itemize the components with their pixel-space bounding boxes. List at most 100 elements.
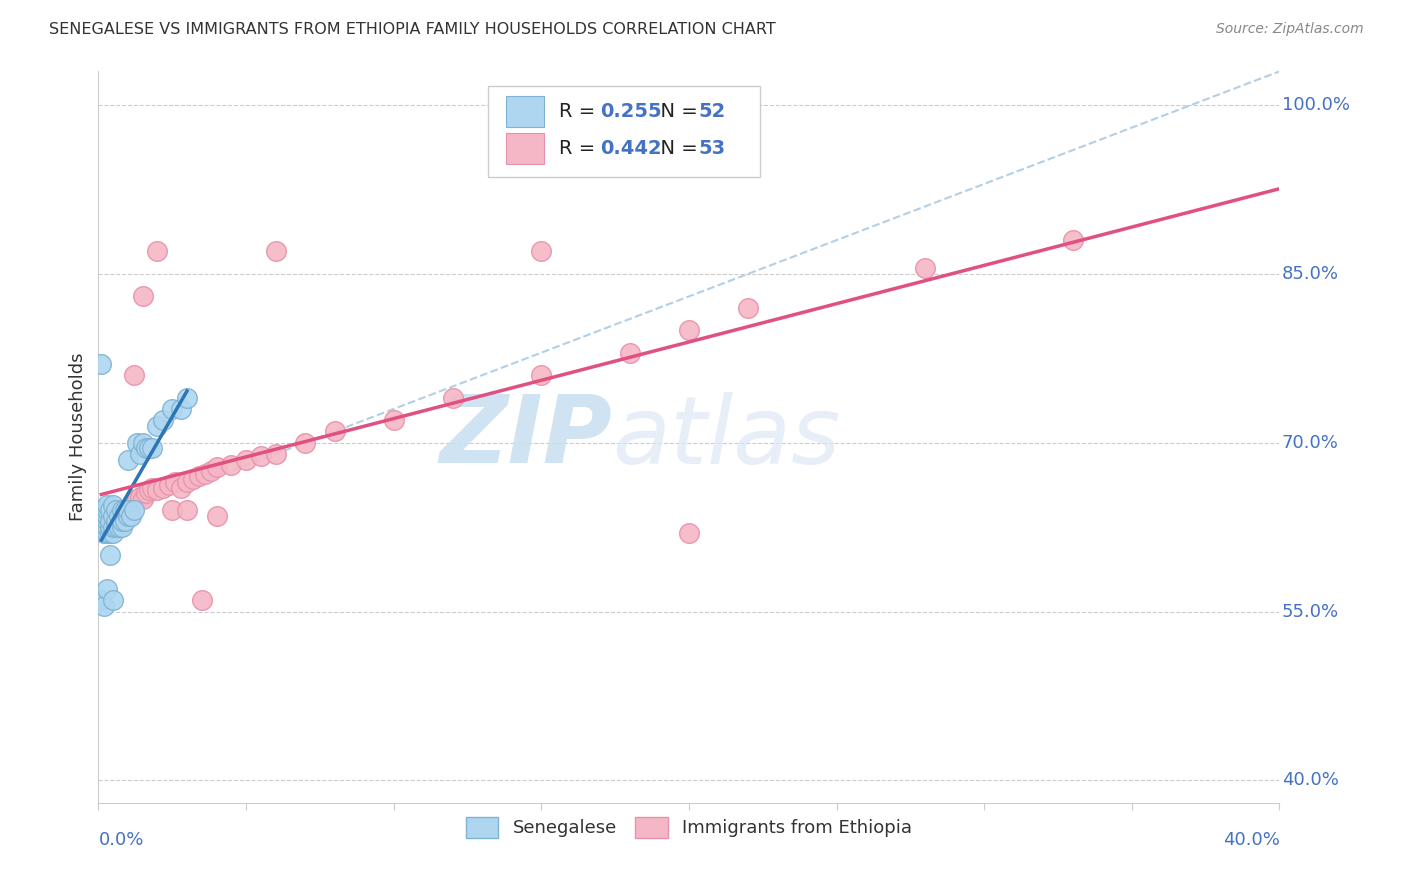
Point xyxy=(250,449,273,463)
Point xyxy=(135,442,157,456)
Point xyxy=(96,515,118,529)
Point xyxy=(90,357,112,371)
Point xyxy=(146,418,169,433)
Point xyxy=(530,368,553,383)
Bar xyxy=(506,96,544,127)
Point xyxy=(96,525,118,540)
FancyBboxPatch shape xyxy=(488,86,759,178)
Point xyxy=(90,520,112,534)
Point xyxy=(132,289,155,303)
Point xyxy=(93,525,115,540)
Point xyxy=(108,520,131,534)
Point xyxy=(117,503,139,517)
Point xyxy=(98,520,121,534)
Text: atlas: atlas xyxy=(612,392,841,483)
Point xyxy=(141,442,163,456)
Point xyxy=(141,481,163,495)
Y-axis label: Family Households: Family Households xyxy=(69,353,87,521)
Point xyxy=(90,503,112,517)
Point xyxy=(678,525,700,540)
Point xyxy=(105,520,128,534)
Text: Source: ZipAtlas.com: Source: ZipAtlas.com xyxy=(1216,22,1364,37)
Point xyxy=(152,413,174,427)
Point xyxy=(122,503,145,517)
Point xyxy=(132,491,155,506)
Point xyxy=(441,391,464,405)
Point xyxy=(619,345,641,359)
Point xyxy=(187,469,209,483)
Text: 100.0%: 100.0% xyxy=(1282,96,1350,114)
Point xyxy=(138,483,160,497)
Point xyxy=(162,503,183,517)
Point xyxy=(98,515,121,529)
Point xyxy=(176,391,198,405)
Point xyxy=(114,503,136,517)
Point xyxy=(111,503,134,517)
Point xyxy=(96,498,118,512)
Point xyxy=(125,435,148,450)
Text: R =: R = xyxy=(560,138,602,158)
Point xyxy=(111,503,134,517)
Text: 85.0%: 85.0% xyxy=(1282,265,1339,283)
Text: 0.442: 0.442 xyxy=(600,138,662,158)
Point xyxy=(120,508,142,523)
Point xyxy=(103,520,125,534)
Point xyxy=(114,508,136,523)
Point xyxy=(221,458,243,473)
Text: N =: N = xyxy=(648,102,703,121)
Point xyxy=(105,515,128,529)
Point xyxy=(96,515,118,529)
Point xyxy=(103,508,125,523)
Point xyxy=(181,472,204,486)
Point xyxy=(146,483,169,497)
Point xyxy=(264,244,287,259)
Point xyxy=(135,486,157,500)
Text: 40.0%: 40.0% xyxy=(1282,772,1339,789)
Point xyxy=(98,548,121,562)
Point xyxy=(93,503,115,517)
Point xyxy=(111,520,134,534)
Point xyxy=(114,515,136,529)
Point xyxy=(678,323,700,337)
Point xyxy=(98,503,121,517)
Point xyxy=(122,368,145,383)
Point xyxy=(122,494,145,508)
Point xyxy=(117,508,139,523)
Point xyxy=(530,244,553,259)
Point xyxy=(914,261,936,276)
Point xyxy=(191,593,214,607)
Point xyxy=(108,508,131,523)
Point xyxy=(1062,233,1084,247)
Point xyxy=(96,508,118,523)
Text: 40.0%: 40.0% xyxy=(1223,831,1279,849)
Point xyxy=(162,401,183,416)
Point xyxy=(103,498,125,512)
Text: SENEGALESE VS IMMIGRANTS FROM ETHIOPIA FAMILY HOUSEHOLDS CORRELATION CHART: SENEGALESE VS IMMIGRANTS FROM ETHIOPIA F… xyxy=(49,22,776,37)
Point xyxy=(157,478,180,492)
Point xyxy=(93,520,115,534)
Point xyxy=(200,464,222,478)
Point xyxy=(382,413,405,427)
Point xyxy=(108,503,131,517)
Text: ZIP: ZIP xyxy=(439,391,612,483)
Point xyxy=(146,244,169,259)
Point xyxy=(105,515,128,529)
Point xyxy=(103,508,125,523)
Text: 0.255: 0.255 xyxy=(600,102,662,121)
Point xyxy=(176,475,198,489)
Text: 70.0%: 70.0% xyxy=(1282,434,1339,451)
Text: 52: 52 xyxy=(699,102,725,121)
Point xyxy=(323,425,346,439)
Bar xyxy=(506,133,544,163)
Point xyxy=(90,593,112,607)
Text: N =: N = xyxy=(648,138,703,158)
Point xyxy=(235,452,257,467)
Text: 0.0%: 0.0% xyxy=(98,831,143,849)
Point xyxy=(176,503,198,517)
Point xyxy=(128,490,150,504)
Text: 55.0%: 55.0% xyxy=(1282,602,1339,621)
Point xyxy=(170,481,193,495)
Point xyxy=(103,525,125,540)
Point xyxy=(111,515,134,529)
Point xyxy=(96,582,118,596)
